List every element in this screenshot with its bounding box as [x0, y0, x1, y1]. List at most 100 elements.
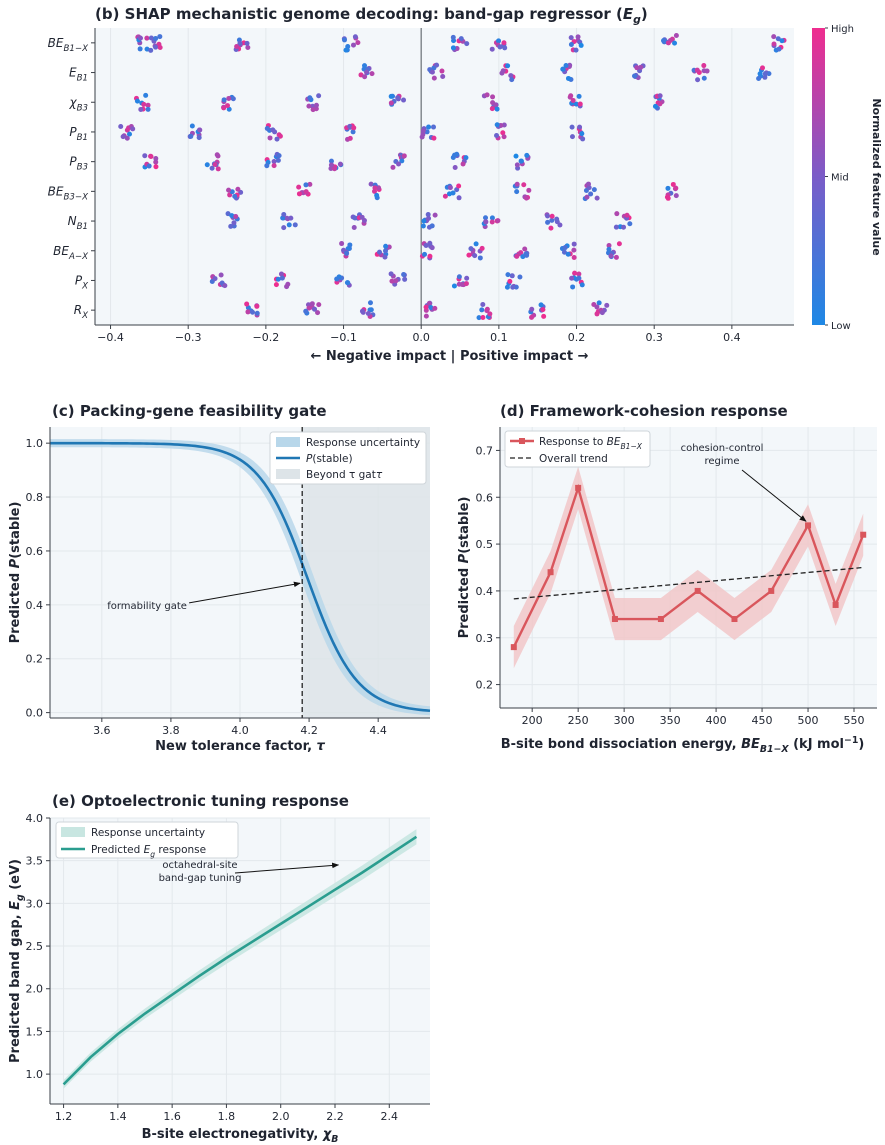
- panel-e-legend-label-part: E: [144, 844, 151, 856]
- panel-b-point: [430, 124, 436, 130]
- panel-d-point: [832, 601, 839, 608]
- panel-b-point: [244, 40, 250, 46]
- panel-b-point: [479, 307, 485, 313]
- panel-b-feature-label-part: B3: [77, 103, 88, 113]
- panel-b-point-cluster: [280, 212, 298, 231]
- panel-b-point: [120, 134, 126, 140]
- panel-c-response-line: [49, 441, 431, 713]
- panel-b-point: [196, 135, 202, 141]
- panel-b-point: [383, 243, 389, 249]
- panel-b-point-cluster: [226, 186, 244, 201]
- panel-b-point: [423, 243, 429, 249]
- panel-b-point-cluster: [328, 158, 344, 172]
- panel-b-point: [577, 101, 583, 107]
- panel-b-point: [276, 153, 282, 159]
- panel-b-point: [458, 36, 464, 42]
- panel-b-point: [701, 68, 707, 74]
- panel-c-annotation-arrow: [189, 581, 301, 604]
- panel-b-point: [490, 94, 496, 100]
- panel-b-colorbar-label: Normalized feature value: [870, 98, 883, 255]
- panel-b-point: [487, 311, 493, 317]
- panel-b-point: [762, 71, 768, 77]
- panel-b-point: [451, 283, 457, 289]
- panel-b-point: [452, 164, 458, 170]
- panel-b-point: [775, 36, 781, 42]
- panel-b-point: [599, 310, 605, 316]
- panel-b-point: [665, 185, 671, 191]
- panel-b-point-cluster: [303, 301, 322, 316]
- panel-e-y-tick-label: 1.0: [26, 1068, 44, 1081]
- panel-b-point-cluster: [296, 181, 313, 197]
- panel-b-point: [188, 133, 194, 139]
- panel-b-point: [594, 195, 600, 201]
- panel-b-point: [137, 35, 143, 41]
- panel-b-point-cluster: [631, 63, 646, 81]
- panel-b-point: [145, 102, 151, 108]
- panel-c-x-tick-label: 4.0: [231, 724, 249, 737]
- panel-b-point: [204, 162, 210, 168]
- panel-b-point: [456, 281, 462, 287]
- panel-b-point: [466, 252, 472, 258]
- panel-b-point: [591, 187, 597, 193]
- panel-b-point-cluster: [135, 34, 150, 52]
- panel-b-point: [215, 166, 221, 172]
- panel-b-point: [529, 314, 535, 320]
- panel-b-point: [316, 302, 322, 308]
- panel-b-point: [429, 69, 435, 75]
- panel-b-point: [560, 66, 566, 72]
- panel-b-point: [494, 132, 500, 138]
- panel-b-point: [306, 103, 312, 109]
- panel-b-point-cluster: [544, 212, 563, 231]
- panel-b-point-cluster: [388, 271, 408, 287]
- panel-c-legend-label: P(stable): [306, 453, 353, 465]
- panel-b-feature-label: PX: [75, 273, 89, 291]
- panel-b-point: [501, 40, 507, 46]
- panel-b-point: [226, 95, 232, 101]
- panel-b-point: [464, 275, 470, 281]
- panel-b-feature-label-part: P: [69, 125, 77, 139]
- panel-b-point: [245, 309, 251, 315]
- panel-b-point: [359, 308, 365, 314]
- panel-b-point-cluster: [423, 300, 438, 319]
- panel-b-point: [230, 96, 236, 102]
- panel-b-point: [347, 135, 353, 141]
- panel-b-feature-label-part: B1: [77, 222, 88, 232]
- panel-b-x-tick-label: 0.0: [412, 331, 430, 344]
- panel-b-point-cluster: [591, 300, 610, 317]
- panel-b-point: [548, 225, 554, 231]
- panel-c-y-tick-label: 0.0: [26, 707, 44, 720]
- panel-b-point-cluster: [341, 34, 361, 53]
- panel-c-x-tick-label: 3.6: [93, 724, 111, 737]
- panel-d-x-label-part: ): [858, 737, 864, 752]
- panel-b-point: [337, 161, 343, 167]
- panel-b-point-cluster: [344, 123, 357, 142]
- panel-b-point-cluster: [142, 153, 159, 170]
- panel-b-point: [274, 136, 280, 142]
- panel-d-plot-area: [500, 427, 877, 708]
- panel-e-x-tick-label: 1.4: [109, 1110, 127, 1123]
- panel-b-point-cluster: [233, 37, 251, 52]
- panel-b-point-cluster: [244, 301, 260, 318]
- panel-b-point: [494, 122, 500, 128]
- panel-b-point: [342, 37, 348, 43]
- panel-b-feature-label-part: B1: [77, 74, 88, 84]
- panel-e-y-tick-label: 1.5: [26, 1025, 44, 1038]
- panel-d-x-tick-label: 400: [706, 714, 727, 727]
- panel-b-point: [579, 131, 585, 137]
- panel-b-point: [766, 71, 772, 77]
- panel-b-feature-label-part: B3−X: [63, 192, 89, 202]
- panel-b-point: [489, 215, 495, 221]
- panel-b-point: [652, 103, 658, 109]
- panel-b-point: [484, 92, 490, 98]
- panel-e-legend-label: Response uncertainty: [91, 827, 205, 839]
- panel-b-point-cluster: [450, 151, 469, 170]
- panel-b-point: [362, 74, 368, 80]
- panel-b-point: [509, 273, 515, 279]
- panel-b-point: [423, 304, 429, 310]
- panel-b-point-cluster: [451, 274, 470, 289]
- panel-b-point: [309, 301, 315, 307]
- panel-b-point: [264, 163, 270, 169]
- panel-b-point: [127, 131, 133, 137]
- panel-b-point: [424, 129, 430, 135]
- panel-d-x-tick-label: 300: [614, 714, 635, 727]
